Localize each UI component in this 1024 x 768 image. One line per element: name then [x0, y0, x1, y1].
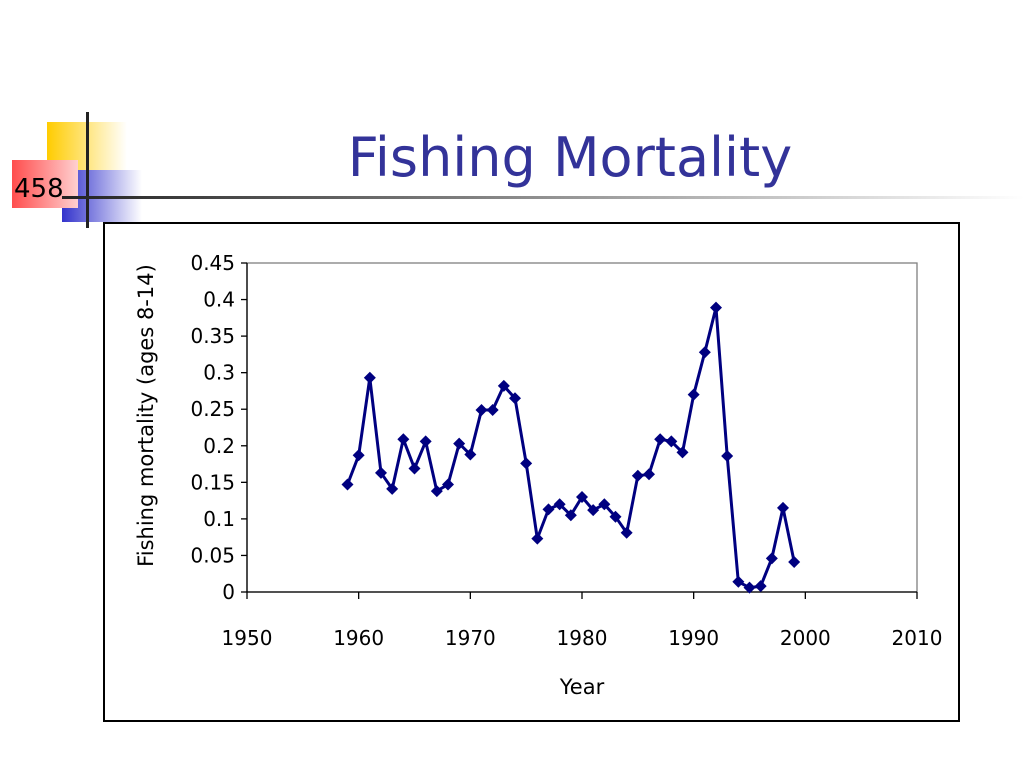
y-tick-label: 0.45	[190, 251, 235, 275]
data-point	[788, 556, 801, 569]
data-point	[654, 433, 667, 446]
data-point	[743, 581, 756, 594]
data-point	[687, 388, 700, 401]
slide-title: Fishing Mortality	[347, 126, 793, 189]
data-point	[754, 580, 767, 593]
y-tick-label: 0.15	[190, 470, 235, 494]
data-point	[486, 403, 499, 416]
data-point	[598, 498, 611, 511]
y-tick-label: 0.2	[203, 434, 235, 458]
data-point	[587, 504, 600, 517]
data-point	[442, 478, 454, 491]
data-point	[363, 371, 376, 384]
data-point	[375, 466, 387, 479]
red-square-decoration	[12, 160, 78, 208]
x-axis-label: Year	[559, 675, 605, 699]
series-line	[346, 306, 796, 590]
data-point	[341, 478, 354, 491]
data-point	[419, 435, 432, 448]
data-point	[710, 301, 722, 314]
data-point	[698, 346, 711, 359]
data-point	[497, 379, 510, 392]
data-point	[520, 457, 533, 470]
data-point	[564, 509, 577, 522]
y-tick-label: 0.05	[190, 543, 235, 567]
x-tick-label: 2000	[780, 626, 831, 650]
y-tick-label: 0.4	[203, 288, 235, 312]
data-point	[777, 501, 789, 514]
y-tick-label: 0	[222, 580, 235, 604]
data-point	[609, 510, 622, 523]
x-tick-label: 1950	[222, 626, 273, 650]
data-point	[676, 446, 689, 459]
data-point	[397, 433, 410, 446]
data-point	[464, 448, 477, 461]
y-axis-label: Fishing mortality (ages 8-14)	[134, 264, 158, 567]
x-tick-label: 1990	[668, 626, 719, 650]
data-point	[453, 437, 466, 450]
data-point	[408, 462, 421, 475]
data-point	[531, 532, 544, 545]
data-point	[732, 575, 745, 588]
x-tick-label: 1960	[333, 626, 384, 650]
data-point	[386, 482, 399, 495]
x-tick-label: 1980	[557, 626, 608, 650]
data-point	[475, 403, 488, 416]
horizontal-rule	[62, 196, 1024, 199]
data-point	[430, 485, 443, 498]
data-point	[576, 490, 588, 503]
data-point	[765, 552, 778, 565]
x-tick-label: 2010	[892, 626, 943, 650]
data-point	[643, 468, 655, 481]
slide-number: 458	[14, 174, 64, 204]
y-tick-label: 0.1	[203, 507, 235, 531]
data-point	[620, 526, 633, 539]
data-point	[352, 449, 365, 462]
y-tick-label: 0.3	[203, 361, 235, 385]
slide-corner-decoration	[12, 112, 1024, 228]
y-tick-label: 0.25	[190, 397, 235, 421]
data-point	[665, 435, 678, 448]
plot-area	[246, 262, 918, 593]
x-tick-label: 1970	[445, 626, 496, 650]
vertical-rule	[86, 112, 89, 228]
fishing-mortality-chart: 0 0.05 0.1 0.15 0.2 0.25 0.3 0.35 0.4 0.45 1950 196…	[134, 251, 943, 699]
y-tick-label: 0.35	[190, 324, 235, 348]
data-point	[509, 392, 521, 405]
data-point	[631, 469, 644, 482]
data-point	[542, 503, 555, 516]
chart-frame	[103, 222, 960, 722]
data-point	[553, 498, 566, 511]
data-point	[721, 450, 734, 463]
